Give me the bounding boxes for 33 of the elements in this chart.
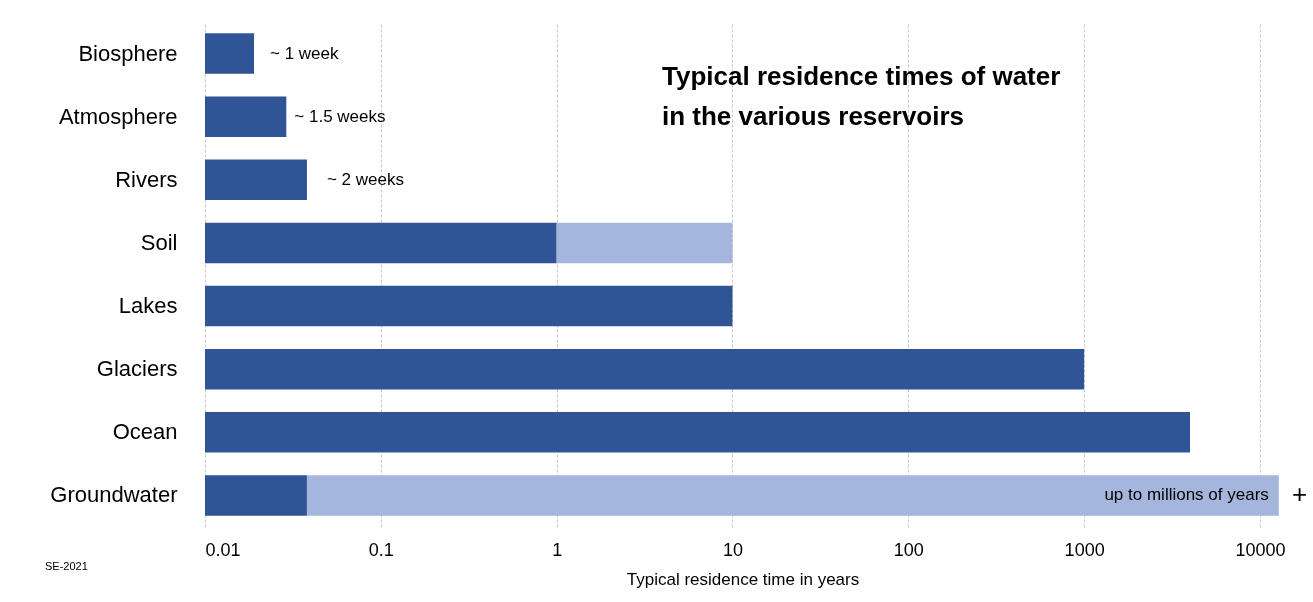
y-tick-label: Ocean (112, 419, 178, 445)
x-tick-label: 1 (552, 539, 563, 560)
text: SE-2021 (45, 560, 88, 572)
annotation: ~ 1 week (270, 43, 340, 63)
x-axis-title: Typical residence time in years (626, 569, 860, 589)
bar (205, 33, 255, 74)
x-tick-label: 10 (722, 539, 743, 560)
text: + (1292, 479, 1308, 510)
x-tick-label: 0.01 (205, 539, 241, 560)
bar (205, 159, 307, 201)
bar (205, 475, 307, 516)
bar (556, 222, 733, 264)
y-tick-label: Biosphere (78, 40, 178, 66)
y-tick-label: Groundwater (50, 482, 178, 508)
y-tick-label: Lakes (118, 293, 178, 319)
bar (205, 96, 287, 137)
x-tick-label: 0.1 (368, 539, 394, 560)
x-tick-label: 100 (893, 539, 924, 560)
annotation: ~ 1.5 weeks (294, 106, 386, 126)
annotation: up to millions of years (1104, 485, 1269, 505)
x-tick-label: 1000 (1064, 539, 1105, 560)
text: Typical residence times of water in the various reservoirs (662, 61, 1061, 131)
bar (306, 475, 1279, 516)
y-tick-label: Glaciers (96, 356, 178, 382)
y-tick-label: Atmosphere (58, 103, 178, 129)
bar (205, 412, 1190, 453)
x-tick-label: 10000 (1235, 539, 1286, 560)
annotation: ~ 2 weeks (326, 169, 404, 189)
bar (205, 222, 557, 264)
y-tick-label: Rivers (115, 166, 178, 192)
bar (205, 285, 733, 327)
y-tick-label: Soil (140, 229, 178, 255)
bar (205, 348, 1085, 390)
